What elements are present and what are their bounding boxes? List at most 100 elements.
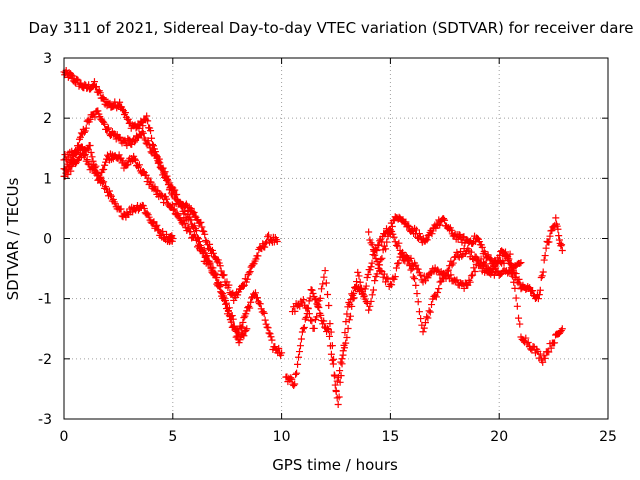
data-point [403,253,411,261]
data-point [367,297,375,305]
data-point [390,233,398,241]
data-point [99,94,107,102]
data-point [551,339,559,347]
data-point [313,313,321,321]
data-point [169,206,177,214]
data-point [155,158,163,166]
data-point [309,289,317,297]
data-point [319,280,327,288]
data-point [206,240,214,248]
data-point [139,122,147,130]
data-point [192,236,200,244]
data-point [328,342,336,350]
data-point [298,328,306,336]
data-point [412,281,420,289]
x-tick-label: 20 [490,429,508,445]
data-point [104,124,112,132]
data-point [414,298,422,306]
data-point [516,260,524,268]
data-point [115,133,123,141]
data-point [256,300,264,308]
data-point [414,265,422,273]
data-point [510,278,518,286]
data-point [299,325,307,333]
data-point [400,256,408,264]
data-point [342,318,350,326]
data-point [511,284,519,292]
data-point [508,268,516,276]
data-point [156,159,164,167]
data-point [295,353,303,361]
data-point [239,318,247,326]
data-point [67,167,75,175]
y-axis-label: SDTVAR / TECUs [4,177,22,300]
data-point [366,266,374,274]
data-point [163,195,171,203]
data-point [424,274,432,282]
data-point [336,367,344,375]
data-point [344,325,352,333]
data-point [382,245,390,253]
data-point [236,336,244,344]
data-point [357,286,365,294]
data-point [123,142,131,150]
data-point [144,117,152,125]
data-point [265,329,273,337]
data-point [170,205,178,213]
data-point [262,239,270,247]
data-point [105,187,113,195]
data-point [487,255,495,263]
data-point [458,252,466,260]
data-point [334,373,342,381]
data-point [247,298,255,306]
data-point [245,302,253,310]
data-point [333,377,341,385]
data-point [351,283,359,291]
data-point [378,254,386,262]
data-point [513,302,521,310]
data-point [553,222,561,230]
data-point [169,187,177,195]
data-point [77,79,85,87]
data-point [89,157,97,165]
data-point [291,307,299,315]
data-point [555,232,563,240]
data-point [537,274,545,282]
data-point [135,161,143,169]
data-point [261,316,269,324]
data-point [552,214,560,222]
data-point [373,257,381,265]
data-point [337,358,345,366]
data-point [321,267,329,275]
data-point [245,269,253,277]
data-point [262,320,270,328]
data-point [401,257,409,265]
data-point [453,276,461,284]
data-point [542,244,550,252]
data-point [417,271,425,279]
data-point [380,270,388,278]
data-point [306,294,314,302]
data-point [91,164,99,172]
data-point [522,334,530,342]
data-point [86,141,94,149]
data-point [466,278,474,286]
data-point [320,317,328,325]
data-point [304,305,312,313]
data-point [345,316,353,324]
data-point [308,317,316,325]
data-point [415,230,423,238]
data-point [541,354,549,362]
data-point [377,256,385,264]
data-point [268,336,276,344]
data-point [478,243,486,251]
data-point [104,125,112,133]
data-point [147,127,155,135]
data-point [243,275,251,283]
data-point [187,204,195,212]
data-point [347,312,355,320]
data-point [558,325,566,333]
data-point [443,267,451,275]
data-point [383,274,391,282]
data-point [435,285,443,293]
